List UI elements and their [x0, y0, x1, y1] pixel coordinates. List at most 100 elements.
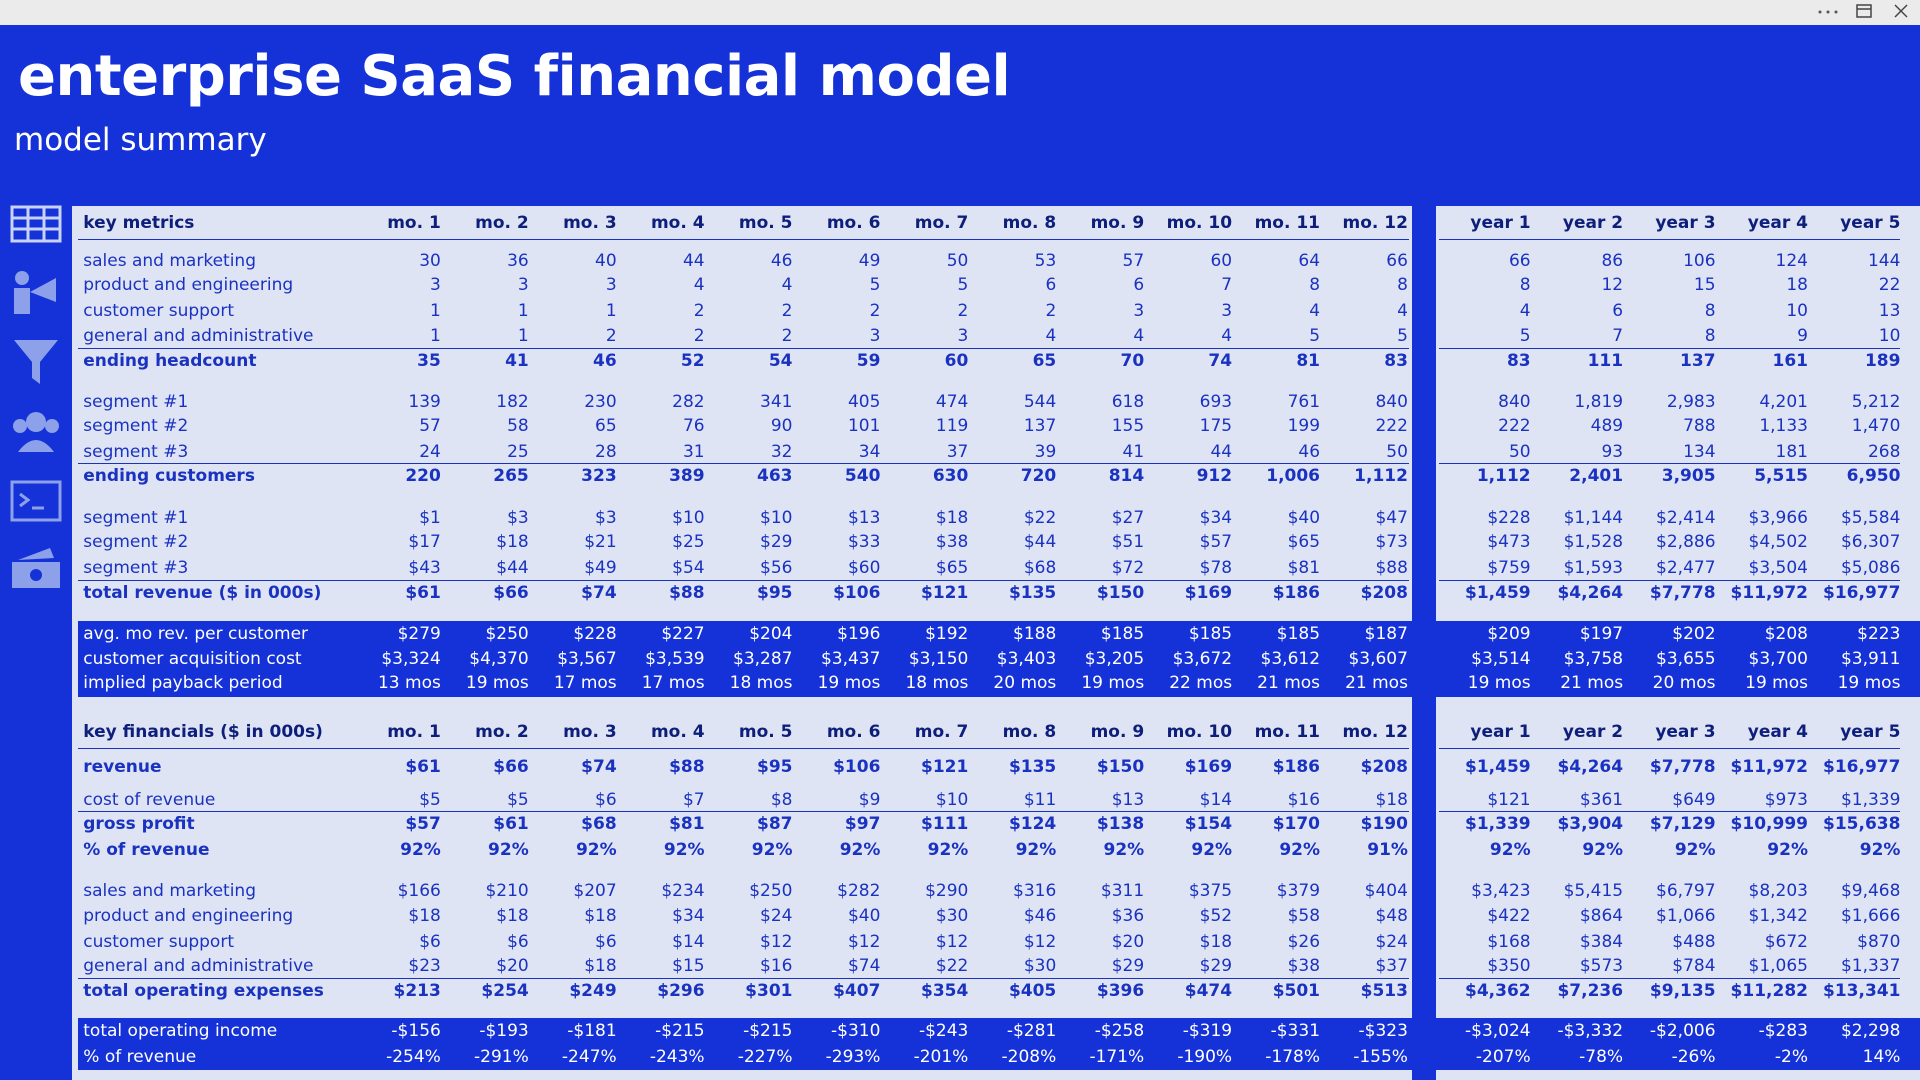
year-value: 5	[1519, 325, 1531, 346]
row-label: segment #3	[83, 441, 189, 462]
month-value: 50	[1386, 441, 1408, 462]
month-value: $16	[1287, 789, 1321, 810]
month-value: -291%	[474, 1046, 529, 1067]
month-value: 1	[517, 301, 529, 322]
money-icon[interactable]	[10, 546, 62, 592]
month-value: 19 mos	[817, 673, 881, 694]
year-value: 8	[1519, 275, 1531, 296]
month-value: $208	[1360, 582, 1408, 603]
month-value: 53	[1034, 250, 1057, 271]
year-value: $864	[1579, 905, 1624, 926]
row-label: segment #3	[83, 558, 189, 579]
column-header: mo. 3	[563, 722, 617, 743]
year-value: $16,977	[1823, 756, 1901, 777]
month-value: $404	[1364, 881, 1408, 902]
year-value: $3,504	[1748, 558, 1808, 579]
month-value: 6	[1133, 275, 1145, 296]
month-value: $11	[1023, 789, 1057, 810]
month-value: 7	[1221, 275, 1233, 296]
month-value: 3	[430, 275, 441, 296]
month-value: $379	[1276, 881, 1321, 902]
year-value: $473	[1487, 532, 1531, 553]
column-header: mo. 4	[650, 722, 705, 743]
month-value: $207	[573, 881, 617, 902]
month-value: 341	[760, 391, 793, 412]
month-value: $22	[1023, 507, 1057, 528]
year-value: $3,655	[1656, 648, 1716, 669]
year-value: $3,904	[1557, 814, 1624, 835]
month-value: $301	[745, 980, 793, 1001]
row-rule	[1438, 748, 1901, 750]
month-value: 83	[1384, 351, 1408, 372]
month-value: $10	[672, 507, 705, 528]
marketing-icon[interactable]	[10, 266, 62, 318]
year-value: 92%	[1489, 839, 1531, 860]
month-value: $170	[1272, 814, 1321, 835]
year-value: 1,133	[1759, 416, 1808, 437]
month-value: $12	[935, 931, 969, 952]
month-value: $49	[584, 558, 617, 579]
month-value: 4	[1045, 325, 1057, 346]
month-value: $405	[1008, 980, 1057, 1001]
month-value: $192	[925, 624, 969, 645]
column-header: mo. 9	[1090, 212, 1145, 233]
month-value: 540	[844, 466, 881, 487]
month-value: $68	[581, 814, 617, 835]
row-label: product and engineering	[83, 905, 294, 926]
month-value: 13 mos	[377, 673, 441, 694]
month-value: $65	[1287, 532, 1321, 553]
month-value: 54	[768, 351, 793, 372]
year-value: $1,459	[1465, 756, 1531, 777]
column-header: mo. 12	[1342, 722, 1408, 743]
month-value: $10	[935, 789, 969, 810]
month-value: 220	[405, 466, 441, 487]
month-value: 840	[1375, 391, 1408, 412]
month-value: 19 mos	[1081, 673, 1145, 694]
month-value: $48	[1375, 905, 1408, 926]
year-value: $1,459	[1465, 582, 1531, 603]
month-value: -201%	[913, 1046, 969, 1067]
month-value: $66	[493, 756, 529, 777]
month-value: 92%	[1103, 839, 1145, 860]
month-value: $29	[1199, 956, 1233, 977]
row-rule	[78, 238, 1410, 240]
month-value: $208	[1360, 756, 1408, 777]
year-value: $784	[1672, 956, 1716, 977]
year-value: 124	[1775, 250, 1808, 271]
month-value: 25	[507, 441, 529, 462]
year-value: 22	[1878, 275, 1901, 296]
month-value: $6	[507, 931, 529, 952]
table-icon[interactable]	[10, 203, 62, 245]
month-value: $22	[935, 956, 969, 977]
month-value: $124	[1008, 814, 1057, 835]
month-value: $57	[405, 814, 441, 835]
year-value: -207%	[1475, 1046, 1531, 1067]
console-icon[interactable]	[10, 478, 62, 524]
highlight-band	[78, 1017, 1412, 1071]
year-value: $3,758	[1563, 648, 1624, 669]
month-value: 92%	[927, 839, 969, 860]
month-value: 31	[682, 441, 705, 462]
year-value: $4,362	[1465, 980, 1531, 1001]
row-label: revenue	[83, 756, 162, 777]
month-value: 24	[419, 441, 441, 462]
month-value: $97	[844, 814, 881, 835]
month-value: 2	[781, 325, 793, 346]
month-value: $26	[1287, 931, 1321, 952]
year-value: $10,999	[1730, 814, 1808, 835]
funnel-icon[interactable]	[10, 336, 62, 388]
month-value: 1	[605, 301, 617, 322]
year-value: $488	[1672, 931, 1716, 952]
year-value: $3,966	[1748, 507, 1808, 528]
year-value: $1,342	[1748, 905, 1808, 926]
year-value: 6,950	[1846, 466, 1901, 487]
month-value: $88	[669, 756, 705, 777]
month-value: $61	[405, 756, 441, 777]
month-value: $204	[749, 624, 793, 645]
month-value: 59	[856, 351, 881, 372]
column-header: year 4	[1747, 722, 1808, 743]
month-value: $16	[760, 956, 793, 977]
window-bar	[0, 0, 1920, 25]
customers-icon[interactable]	[10, 404, 62, 456]
